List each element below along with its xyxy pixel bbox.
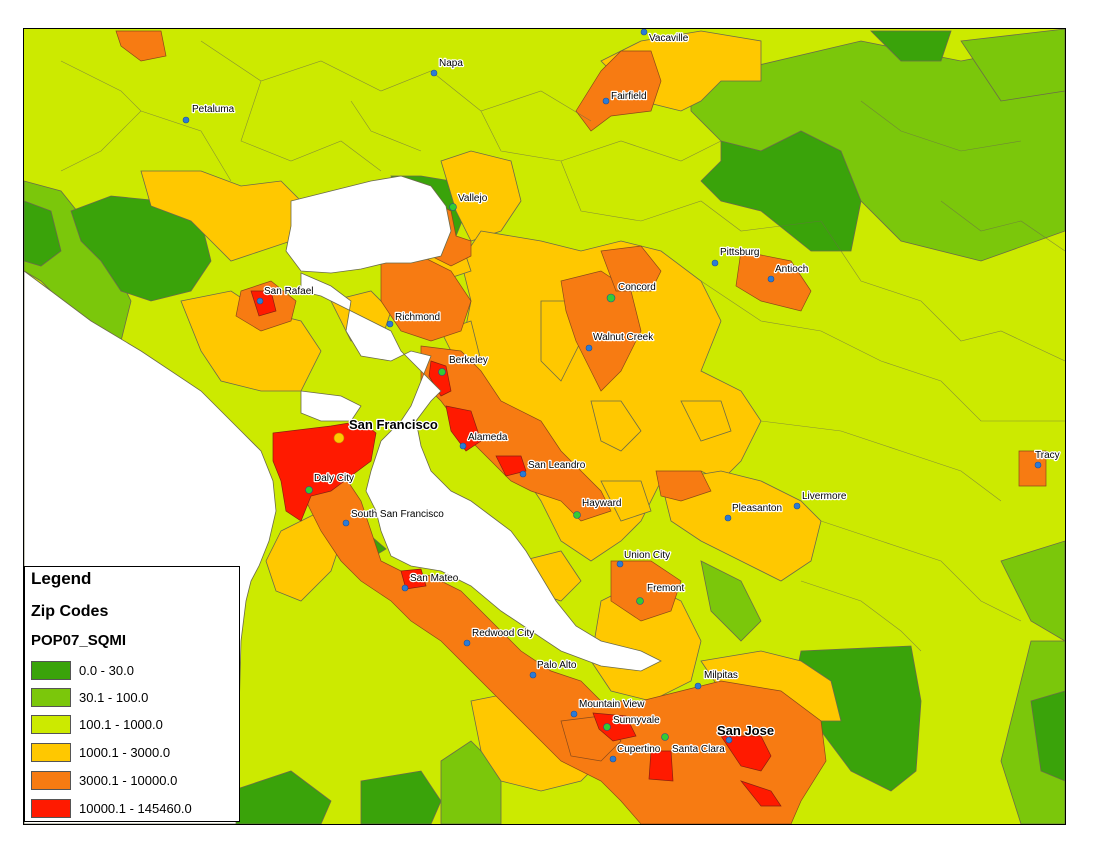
city-label-san-leandro: San Leandro [528, 460, 586, 471]
city-label-cupertino: Cupertino [617, 744, 661, 755]
city-label-tracy: Tracy [1035, 450, 1060, 461]
city-point-san-leandro [519, 470, 527, 478]
legend-swatch [31, 799, 71, 818]
city-point-sunnyvale [603, 723, 611, 731]
legend-title: Legend [31, 569, 92, 588]
city-point-union-city [616, 560, 624, 568]
legend-class-label: 0.0 - 30.0 [79, 663, 134, 678]
city-label-vacaville: Vacaville [649, 33, 689, 44]
city-label-concord: Concord [618, 282, 656, 293]
city-point-san-rafael [256, 297, 264, 305]
city-label-fremont: Fremont [647, 583, 684, 594]
city-label-richmond: Richmond [395, 312, 440, 323]
city-label-santa-clara: Santa Clara [672, 744, 725, 755]
city-points [182, 29, 1042, 763]
city-label-redwood-city: Redwood City [472, 628, 534, 639]
zones-3000-10000 [115, 30, 1047, 824]
legend-swatch [31, 771, 71, 790]
city-point-cupertino [609, 755, 617, 763]
legend-field-name: POP07_SQMI [31, 632, 127, 649]
city-point-redwood-city [463, 639, 471, 647]
city-label-union-city: Union City [624, 550, 670, 561]
city-point-walnut-creek [585, 344, 593, 352]
city-label-san-francisco: San Francisco [349, 417, 438, 432]
city-point-santa-clara [661, 733, 669, 741]
city-point-south-san-francisco [342, 519, 350, 527]
city-label-vallejo: Vallejo [458, 193, 488, 204]
city-label-petaluma: Petaluma [192, 104, 235, 115]
city-point-pittsburg [711, 259, 719, 267]
city-label-san-rafael: San Rafael [264, 286, 313, 297]
legend-class-label: 10000.1 - 145460.0 [79, 801, 192, 816]
city-point-san-francisco [333, 432, 345, 444]
city-point-fairfield [602, 97, 610, 105]
city-point-tracy [1034, 461, 1042, 469]
city-point-alameda [459, 442, 467, 450]
city-label-antioch: Antioch [775, 264, 808, 275]
city-point-petaluma [182, 116, 190, 124]
city-label-milpitas: Milpitas [704, 670, 738, 681]
city-point-mountain-view [570, 710, 578, 718]
legend-swatch [31, 715, 71, 734]
city-label-hayward: Hayward [582, 498, 621, 509]
city-point-milpitas [694, 682, 702, 690]
city-label-san-jose: San Jose [717, 723, 774, 738]
city-point-hayward [573, 511, 581, 519]
city-point-richmond [386, 320, 394, 328]
city-point-palo-alto [529, 671, 537, 679]
legend-class-label: 3000.1 - 10000.0 [79, 773, 178, 788]
city-point-daly-city [305, 486, 313, 494]
city-label-pleasanton: Pleasanton [732, 503, 782, 514]
city-point-antioch [767, 275, 775, 283]
zones-10000-plus [250, 290, 782, 807]
legend-class-label: 100.1 - 1000.0 [79, 717, 163, 732]
legend-class-row: 1000.1 - 3000.0 [31, 743, 236, 763]
city-label-daly-city: Daly City [314, 473, 354, 484]
city-point-san-mateo [401, 584, 409, 592]
city-label-napa: Napa [439, 58, 463, 69]
city-labels: Vacaville Napa Petaluma Fairfield Vallej… [191, 32, 1061, 757]
city-point-concord [606, 293, 616, 303]
city-point-san-jose [725, 736, 733, 744]
city-point-pleasanton [724, 514, 732, 522]
map-legend: Legend Zip Codes POP07_SQMI 0.0 - 30.0 3… [24, 566, 240, 822]
legend-swatch [31, 661, 71, 680]
legend-class-row: 100.1 - 1000.0 [31, 715, 236, 735]
city-label-alameda: Alameda [468, 432, 508, 443]
city-point-vallejo [449, 203, 457, 211]
legend-class-label: 1000.1 - 3000.0 [79, 745, 171, 760]
legend-swatch [31, 743, 71, 762]
legend-class-row: 0.0 - 30.0 [31, 661, 236, 681]
city-label-livermore: Livermore [802, 491, 847, 502]
legend-class-row: 3000.1 - 10000.0 [31, 771, 236, 791]
legend-layer-name: Zip Codes [31, 603, 109, 620]
city-label-palo-alto: Palo Alto [537, 660, 577, 671]
city-point-berkeley [438, 368, 446, 376]
city-label-mountain-view: Mountain View [579, 699, 645, 710]
city-label-berkeley: Berkeley [449, 355, 488, 366]
city-label-sunnyvale: Sunnyvale [613, 715, 660, 726]
city-label-pittsburg: Pittsburg [720, 247, 759, 258]
legend-class-row: 10000.1 - 145460.0 [31, 799, 236, 819]
city-point-vacaville [640, 29, 648, 36]
city-label-south-san-francisco: South San Francisco [351, 509, 444, 520]
city-point-napa [430, 69, 438, 77]
city-label-walnut-creek: Walnut Creek [593, 332, 654, 343]
zip-boundaries [60, 40, 1065, 652]
legend-class-row: 30.1 - 100.0 [31, 688, 236, 708]
legend-swatch [31, 688, 71, 707]
legend-class-label: 30.1 - 100.0 [79, 690, 149, 705]
city-label-fairfield: Fairfield [611, 91, 647, 102]
city-label-san-mateo: San Mateo [410, 573, 459, 584]
city-point-livermore [793, 502, 801, 510]
city-point-fremont [636, 597, 644, 605]
